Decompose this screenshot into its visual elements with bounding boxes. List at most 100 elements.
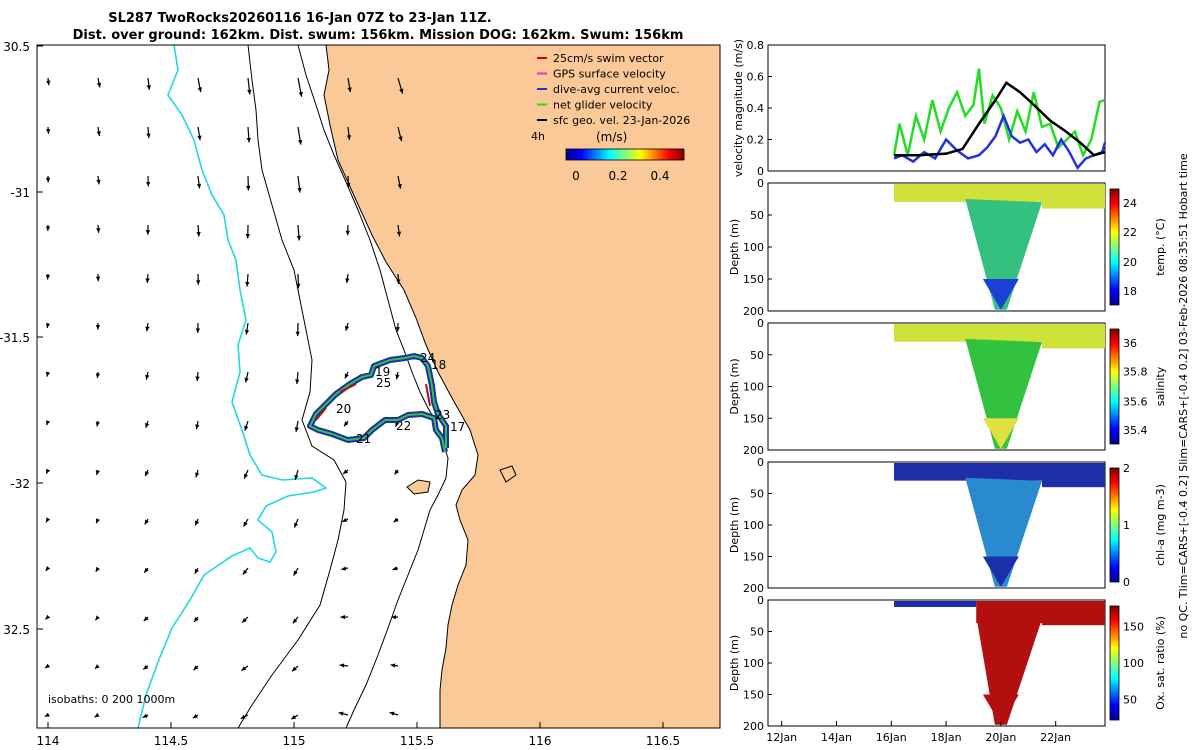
velocity-ytick-label: 0 <box>757 165 764 178</box>
velocity-arrowhead <box>241 666 247 671</box>
section-colorbar-tick: 35.6 <box>1123 395 1148 408</box>
section-surface-band <box>894 324 1105 342</box>
side-caption: no QC. Tlim=CARS+[-0.4 0.2] Slim=CARS+[-… <box>1177 153 1190 638</box>
velocity-arrowhead <box>389 711 395 716</box>
section-colorbar-tick: 1 <box>1123 519 1130 532</box>
section-colorbar-tick: 36 <box>1123 337 1137 350</box>
section-panel-4: 0 50 100 150 200 Depth (m) 50 100 150 Ox. sat. ra… <box>728 594 1167 733</box>
island <box>406 479 431 495</box>
title-line-1: SL287 TwoRocks20260116 16-Jan 07Z to 23-… <box>108 11 492 26</box>
velocity-arrowhead <box>145 422 150 428</box>
section-ytick-label: 200 <box>743 582 764 595</box>
velocity-ylabel: velocity magnitude (m/s) <box>732 39 745 177</box>
velocity-arrowhead <box>194 616 199 622</box>
section-colorbar-tick: 22 <box>1123 226 1137 239</box>
velocity-arrowhead <box>292 666 297 672</box>
colorbar-tick: 0.2 <box>608 169 627 183</box>
section-surface-band <box>894 184 1105 202</box>
section-ylabel: Depth (m) <box>728 219 741 275</box>
velocity-arrowhead <box>244 329 250 335</box>
section-deep-region <box>982 279 1019 310</box>
isobath-0m <box>137 45 328 728</box>
section-ytick-label: 150 <box>743 551 764 564</box>
velocity-arrowhead <box>45 663 51 669</box>
velocity-arrowhead <box>46 468 51 474</box>
velocity-arrowhead <box>395 326 400 332</box>
velocity-arrowhead <box>344 325 350 331</box>
section-ytick-label: 50 <box>750 349 764 362</box>
speed-colorbar <box>565 148 685 161</box>
section-ytick-label: 100 <box>743 657 764 670</box>
velocity-arrowhead <box>245 233 250 239</box>
map-lon-axis: 114 114.5 115 115.5 116 116.5 <box>37 722 680 748</box>
map-lat-axis: 30.5 -31 -31.5 -32 32.5 <box>0 40 43 637</box>
velocity-arrowhead <box>397 183 402 189</box>
velocity-arrowhead <box>45 274 51 280</box>
velocity-arrowhead <box>343 469 348 474</box>
section-dive-region <box>965 338 1042 449</box>
velocity-arrowhead <box>143 616 149 622</box>
velocity-arrowhead <box>295 379 300 385</box>
velocity-arrowhead <box>242 569 248 575</box>
section-surface-band <box>894 601 977 607</box>
day-label: 24 <box>420 351 435 365</box>
velocity-arrowhead <box>145 374 150 380</box>
section-colorbar-label: Ox. sat. ratio (%) <box>1154 616 1167 710</box>
section-surface-band-right <box>1041 199 1105 209</box>
velocity-arrowhead <box>144 567 149 573</box>
velocity-arrowhead <box>240 714 246 719</box>
lon-tick-label: 116 <box>529 734 552 748</box>
velocity-arrowhead <box>243 521 248 527</box>
section-panel-1: 0 50 100 150 200 Depth (m) 18 20 22 24 temp. (°C) <box>728 177 1167 318</box>
velocity-arrowhead <box>346 135 352 140</box>
velocity-arrowhead <box>345 230 350 236</box>
velocity-arrowhead <box>196 183 202 189</box>
section-colorbar-label: salinity <box>1154 366 1167 406</box>
velocity-arrowhead <box>46 517 51 523</box>
velocity-arrowhead <box>96 131 101 136</box>
legend-label: dive-avg current veloc. <box>553 83 680 96</box>
velocity-arrowhead <box>295 331 300 337</box>
velocity-ytick-label: 0.4 <box>747 102 765 115</box>
velocity-arrowhead <box>344 373 349 379</box>
section-ylabel: Depth (m) <box>728 497 741 553</box>
velocity-arrowhead <box>146 85 151 90</box>
legend-label: GPS surface velocity <box>553 68 666 81</box>
lon-tick-label: 115 <box>283 734 306 748</box>
velocity-arrowhead <box>390 663 396 668</box>
velocity-arrowhead <box>347 87 352 93</box>
velocity-arrowhead <box>197 135 202 141</box>
velocity-arrowhead <box>145 230 151 235</box>
section-ytick-label: 0 <box>757 456 764 469</box>
section-colorbar-label: chl-a (mg m-3) <box>1154 484 1167 566</box>
velocity-arrowhead <box>395 374 400 380</box>
velocity-arrowhead <box>145 471 150 477</box>
time-axis: 12Jan 14Jan 16Jan 18Jan 20Jan 22Jan <box>766 721 1071 744</box>
section-deep-region <box>982 694 1019 725</box>
section-dive-region <box>965 477 1042 587</box>
velocity-arrowhead <box>95 421 100 427</box>
velocity-arrowhead <box>245 281 250 287</box>
section-ytick-label: 150 <box>743 412 764 425</box>
section-ytick-label: 100 <box>743 381 764 394</box>
velocity-arrowhead <box>95 470 100 475</box>
velocity-ytick-label: 0.8 <box>747 39 765 52</box>
section-colorbar-tick: 50 <box>1123 693 1137 706</box>
colorbar-tick: 0 <box>572 169 580 183</box>
velocity-arrowhead <box>294 474 299 480</box>
section-colorbar-tick: 0 <box>1123 576 1130 589</box>
velocity-arrowhead <box>146 133 151 139</box>
velocity-vector-field <box>44 77 404 720</box>
lat-tick-label: 30.5 <box>3 40 30 54</box>
velocity-arrowhead <box>341 566 347 571</box>
section-colorbar-tick: 20 <box>1123 256 1137 269</box>
velocity-arrowhead <box>95 518 100 524</box>
velocity-arrowhead <box>195 424 200 430</box>
section-ytick-label: 50 <box>750 626 764 639</box>
isobaths-label: isobaths: 0 200 1000m <box>48 693 175 706</box>
velocity-arrowhead <box>399 88 404 94</box>
